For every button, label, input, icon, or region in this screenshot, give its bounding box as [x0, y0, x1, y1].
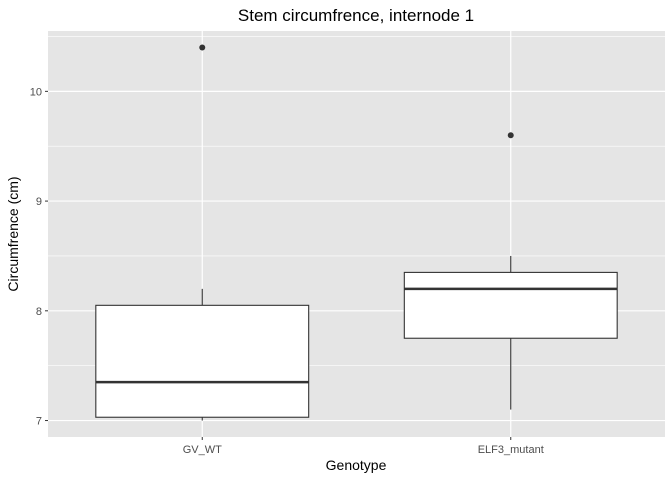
x-tick-label-GV_WT: GV_WT	[183, 444, 222, 456]
y-tick-label-10: 10	[30, 86, 42, 98]
y-axis-ticks: 7 8 9 10	[30, 86, 48, 428]
box-GV_WT	[95, 44, 310, 421]
boxes-layer	[95, 44, 618, 421]
x-axis-title: Genotype	[326, 457, 387, 473]
y-tick-label-7: 7	[36, 416, 42, 428]
iqr-box-ELF3_mutant	[403, 271, 618, 339]
chart-title: Stem circumfrence, internode 1	[238, 6, 474, 25]
outlier-point-ELF3_mutant-0	[507, 132, 514, 139]
outlier-point-GV_WT-0	[199, 44, 206, 51]
box-ELF3_mutant	[403, 132, 618, 410]
y-axis-title: Circumfrence (cm)	[5, 176, 21, 291]
y-tick-label-9: 9	[36, 196, 42, 208]
y-tick-label-8: 8	[36, 306, 42, 318]
iqr-box-GV_WT	[95, 304, 310, 418]
x-axis-ticks: GV_WT ELF3_mutant	[183, 437, 544, 456]
x-tick-label-ELF3_mutant: ELF3_mutant	[478, 444, 544, 456]
